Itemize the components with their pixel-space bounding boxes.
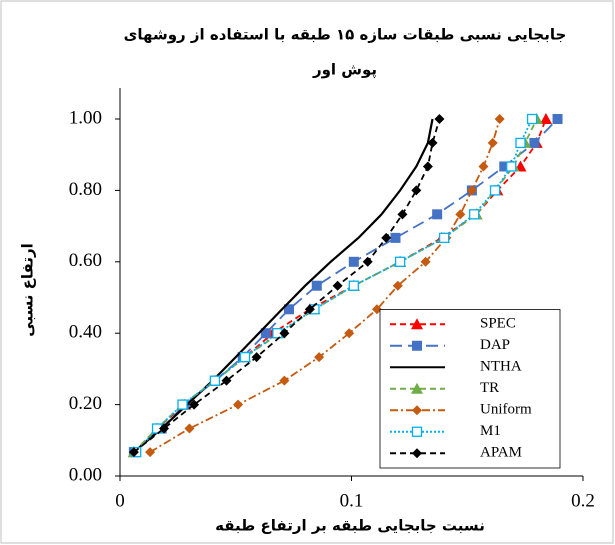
chart-title: پوش اور — [312, 61, 377, 80]
y-tick-label: 0.00 — [69, 464, 102, 485]
x-tick-label: 0.2 — [571, 490, 595, 511]
y-tick-label: 0.60 — [69, 250, 102, 271]
marker — [239, 351, 251, 363]
marker — [128, 447, 139, 458]
marker — [499, 161, 510, 172]
marker — [344, 328, 355, 339]
marker — [411, 185, 422, 196]
marker — [221, 375, 232, 386]
marker — [427, 137, 438, 148]
legend-box — [379, 309, 561, 469]
marker — [177, 399, 188, 410]
legend-label: SPEC — [480, 316, 516, 332]
legend: SPEC DAP NTHA TR Uniform M1 APAM — [379, 309, 561, 469]
marker — [260, 328, 271, 339]
marker — [397, 209, 408, 220]
marker — [189, 399, 200, 410]
marker — [362, 256, 373, 267]
marker — [392, 280, 403, 291]
marker — [412, 405, 422, 416]
marker — [494, 114, 505, 124]
marker — [279, 375, 290, 386]
marker — [434, 114, 445, 124]
marker — [371, 304, 382, 315]
marker — [515, 137, 526, 149]
marker — [233, 399, 244, 410]
series-line — [133, 118, 434, 453]
x-tick-label: 0.1 — [340, 490, 364, 511]
marker — [283, 304, 294, 315]
marker — [394, 256, 406, 267]
marker — [332, 280, 343, 291]
legend-label: Uniform — [480, 402, 532, 418]
marker — [489, 185, 501, 196]
legend-label: TR — [480, 380, 499, 396]
series-line — [133, 118, 538, 453]
marker — [158, 423, 169, 434]
marker — [209, 375, 221, 386]
legend-label: M1 — [480, 423, 501, 439]
marker — [526, 113, 538, 125]
legend-label: DAP — [480, 337, 510, 353]
chart-title: جابجایی نسبی طبقات سازه ۱۵ طبقه با استفا… — [124, 26, 567, 44]
marker — [411, 426, 423, 437]
marker — [487, 137, 498, 148]
legend-label: APAM — [480, 445, 522, 461]
y-tick-label: 0.40 — [69, 322, 102, 343]
marker — [251, 352, 262, 363]
marker — [469, 209, 480, 220]
x-tick-label: 0 — [115, 490, 125, 511]
y-axis-label: ارتفاع نسبی — [19, 243, 37, 337]
y-tick-label: 1.00 — [69, 107, 102, 128]
marker — [455, 209, 466, 220]
marker — [432, 209, 443, 220]
marker — [552, 114, 563, 124]
marker — [314, 352, 325, 363]
marker — [506, 161, 517, 172]
y-tick-label: 0.80 — [69, 179, 102, 200]
marker — [412, 448, 422, 459]
marker — [411, 318, 423, 330]
marker — [348, 280, 359, 291]
marker — [304, 304, 315, 315]
marker — [412, 340, 422, 351]
marker — [422, 161, 433, 172]
marker — [184, 423, 195, 434]
marker — [311, 280, 322, 291]
marker — [438, 232, 450, 244]
marker — [279, 328, 290, 339]
marker — [478, 161, 489, 172]
marker — [411, 382, 423, 394]
marker — [420, 256, 431, 267]
y-tick-label: 0.20 — [69, 393, 102, 414]
marker — [145, 447, 156, 458]
marker — [381, 232, 392, 243]
marker — [539, 113, 552, 124]
x-axis-label: نسبت جابجایی طبقه بر ارتفاع طبقه — [215, 517, 485, 535]
legend-label: NTHA — [480, 359, 522, 375]
marker — [466, 185, 477, 196]
marker — [529, 137, 540, 148]
marker — [348, 256, 359, 267]
marker — [390, 232, 401, 243]
